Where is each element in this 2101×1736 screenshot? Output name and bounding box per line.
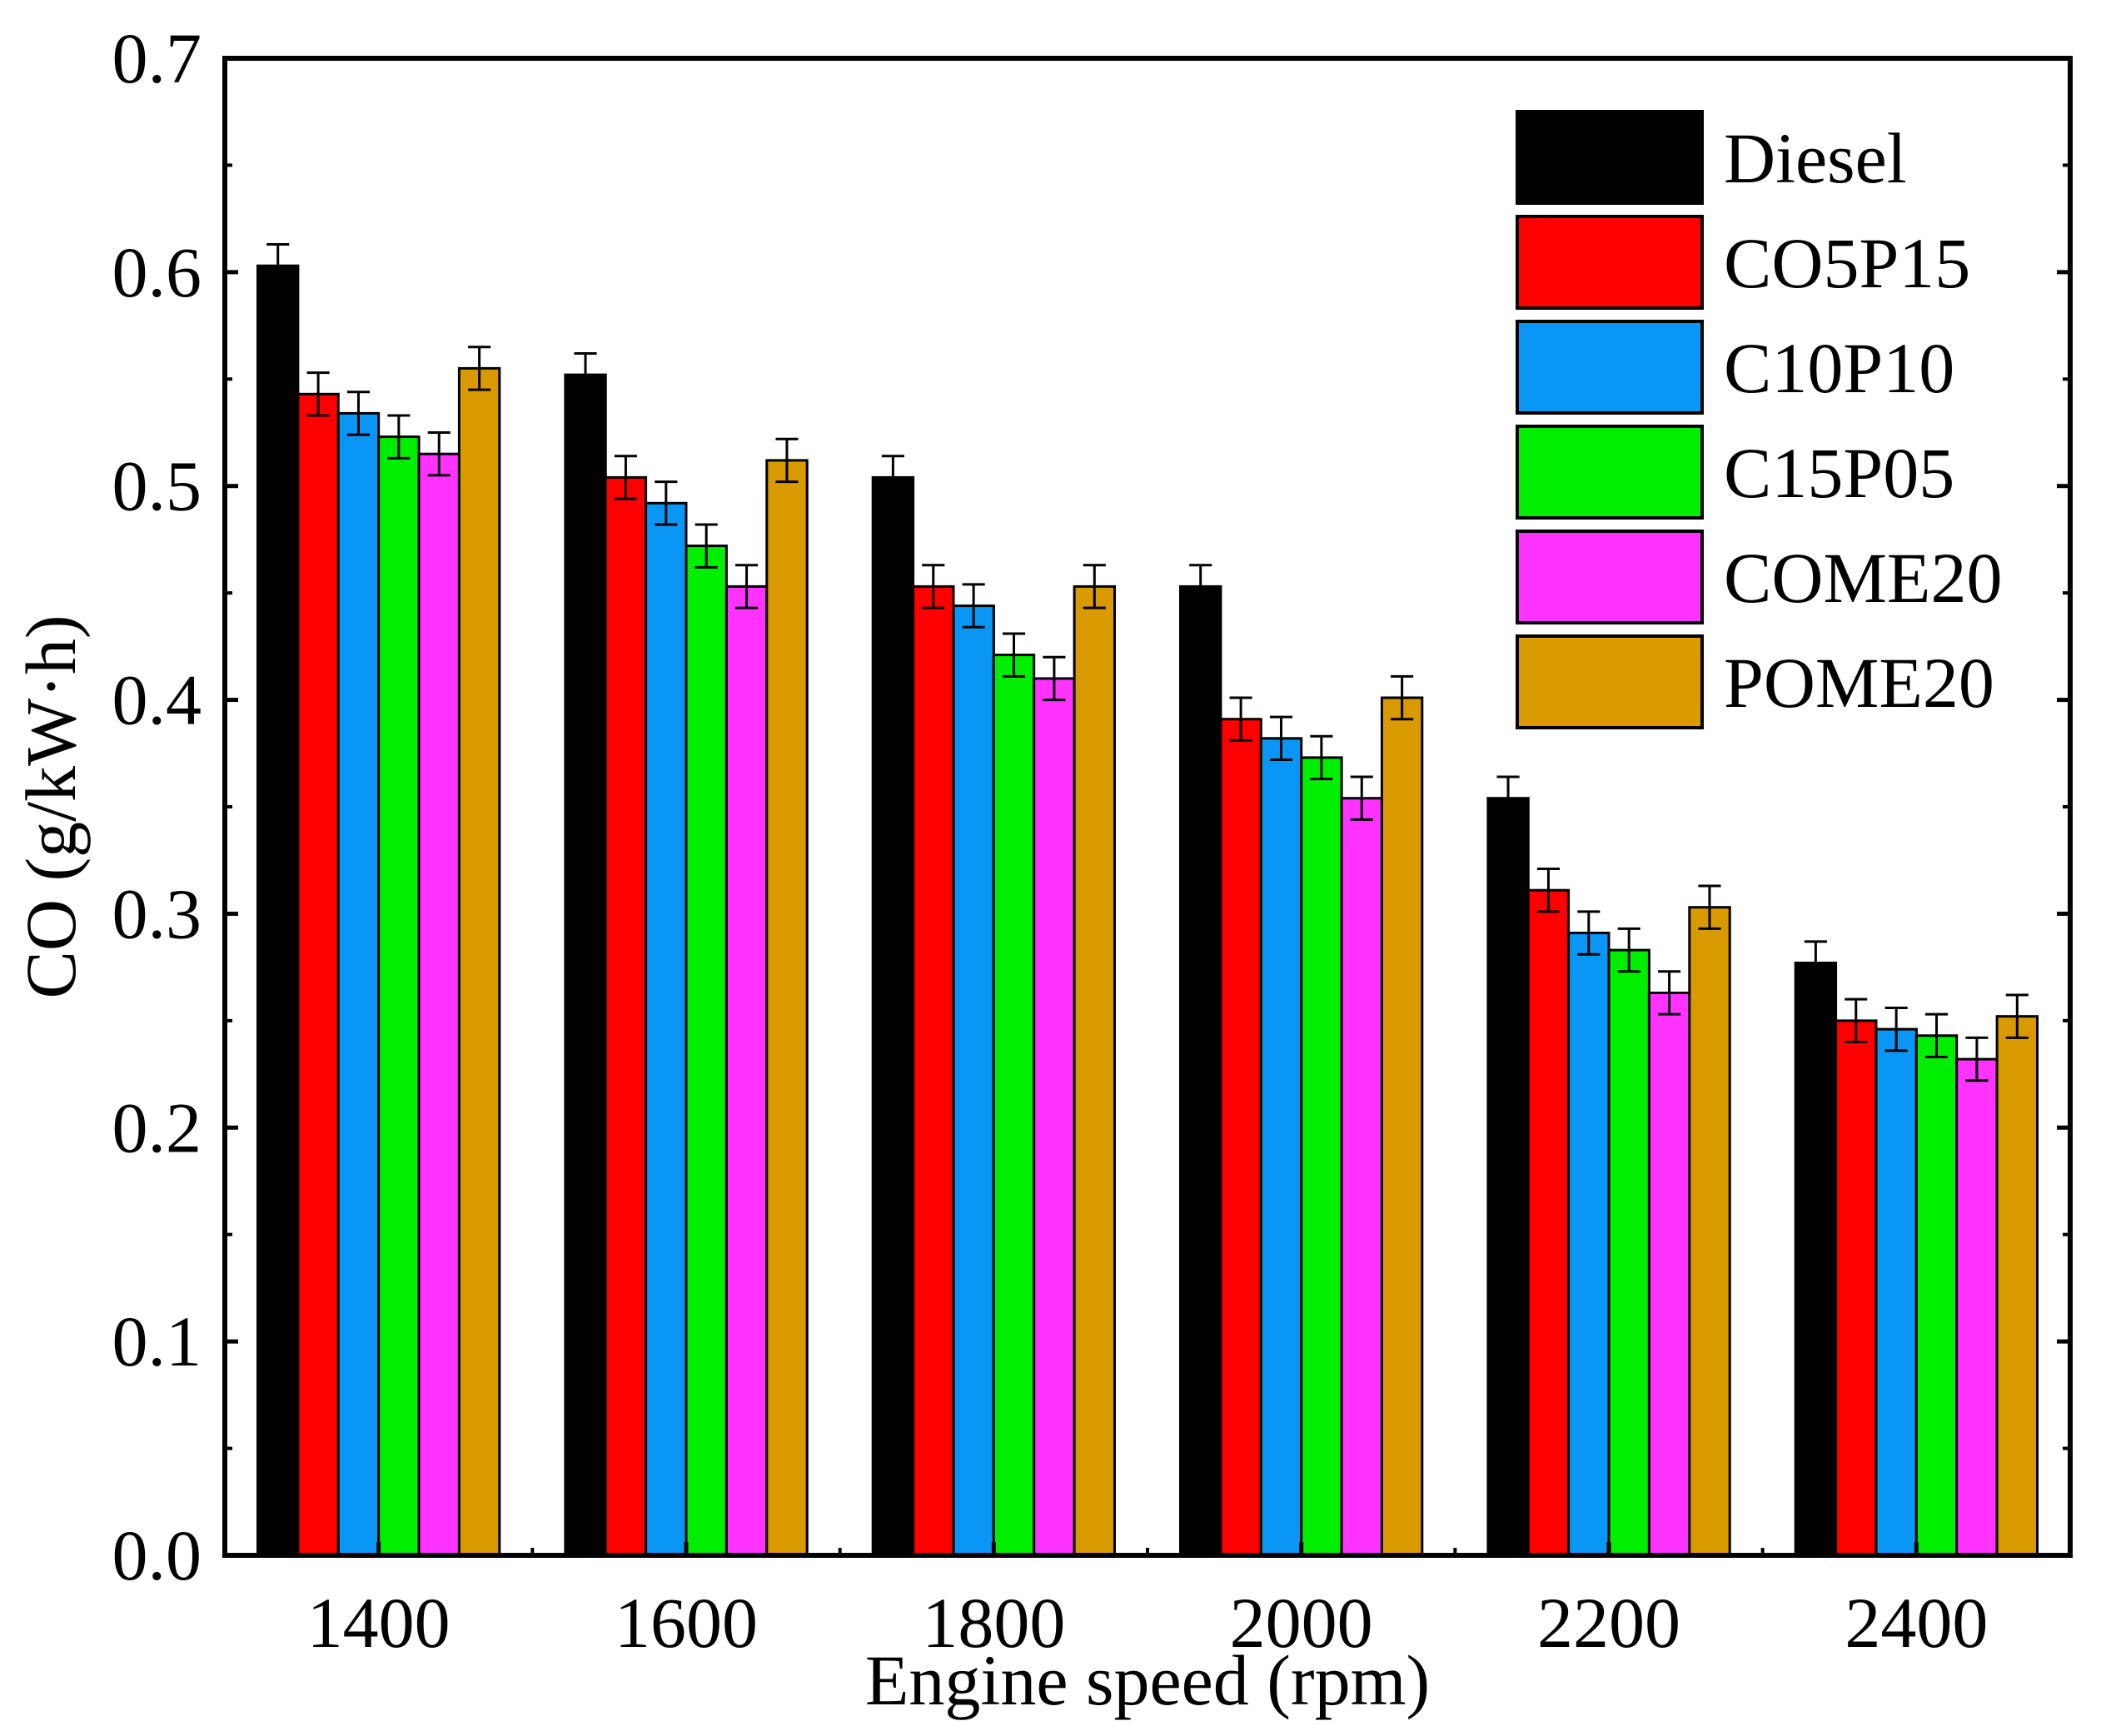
x-tick-label: 2000 [1230,1583,1373,1663]
bars-layer [256,264,2039,1557]
bar-come20-1600 [724,584,769,1557]
bar-c10p10-2200 [1567,932,1611,1557]
y-tick-label: 0.7 [112,18,202,98]
bar-co5p15-1800 [912,584,955,1557]
bar-diesel-1400 [256,264,300,1557]
bar-diesel-2400 [1794,962,1838,1557]
x-tick-label: 2400 [1845,1583,1988,1663]
y-tick-label: 0.2 [112,1087,202,1167]
y-axis-title: CO (g/kW·h) [11,615,91,999]
bar-co5p15-2400 [1835,1019,1878,1557]
x-tick-label: 1800 [922,1583,1065,1663]
legend-label-c15p05: C15P05 [1724,433,1954,513]
bar-c15p05-2200 [1607,948,1650,1557]
legend-swatch-co5p15 [1516,215,1704,310]
bar-come20-1800 [1033,677,1076,1557]
bar-come20-2400 [1955,1057,1999,1557]
bar-c15p05-1600 [685,545,728,1557]
bar-co5p15-2200 [1526,888,1571,1557]
legend-label-c10p10: C10P10 [1724,328,1954,408]
y-tick-label: 0.6 [112,232,202,312]
legend-swatch-diesel [1516,110,1704,205]
bar-c10p10-2400 [1874,1027,1918,1557]
bar-c15p05-2400 [1914,1034,1959,1557]
bar-c10p10-1600 [645,501,688,1557]
legend-label-pome20: POME20 [1724,643,1994,723]
legend-swatch-come20 [1516,530,1704,624]
bar-c15p05-1400 [377,435,421,1557]
bar-c10p10-1800 [952,604,995,1557]
legend-label-diesel: Diesel [1724,118,1907,198]
bar-c10p10-1400 [336,411,381,1557]
legend-swatch-pome20 [1516,634,1704,729]
bar-pome20-2400 [1995,1015,2039,1557]
bar-diesel-1600 [564,373,607,1557]
bar-diesel-1800 [871,475,915,1557]
bar-pome20-1600 [765,459,809,1557]
y-tick-label: 0.0 [112,1515,202,1595]
bar-c15p05-1800 [992,654,1036,1557]
legend-label-come20: COME20 [1724,538,2002,618]
y-tick-label: 0.3 [112,873,202,953]
y-tick-label: 0.5 [112,446,202,526]
bar-come20-2000 [1340,797,1383,1557]
y-tick-label: 0.1 [112,1301,202,1381]
axes-layer: 0.0 0.1 0.2 0.3 0.4 0.5 0.6 0.7 1400 1600 1800 2000… [112,18,2073,1663]
bar-c10p10-2000 [1259,737,1303,1557]
x-tick-label: 1600 [615,1583,758,1663]
bar-co5p15-1400 [296,392,340,1557]
bar-come20-1400 [417,452,461,1557]
x-tick-label: 1400 [307,1583,451,1663]
bar-come20-2200 [1647,992,1691,1557]
legend-swatch-c10p10 [1516,320,1704,415]
bar-pome20-2000 [1380,696,1424,1557]
bar-co5p15-2000 [1219,718,1262,1557]
bar-pome20-2200 [1688,906,1731,1557]
bar-pome20-1400 [457,366,501,1557]
legend-swatch-c15p05 [1516,425,1704,520]
y-tick-label: 0.4 [112,660,202,740]
x-axis-title: Engine speed (rpm) [865,1640,1430,1720]
legend: Diesel CO5P15 C10P10 C15P05 COME20 POME20 [1516,110,2002,729]
bar-diesel-2200 [1486,797,1530,1557]
error-bars-layer [266,242,2029,1082]
bar-c15p05-2000 [1300,756,1343,1557]
bar-co5p15-1600 [604,475,648,1557]
bar-pome20-1800 [1073,584,1116,1557]
bar-diesel-2000 [1179,584,1222,1557]
x-tick-label: 2200 [1537,1583,1680,1663]
legend-label-co5p15: CO5P15 [1724,223,1970,303]
